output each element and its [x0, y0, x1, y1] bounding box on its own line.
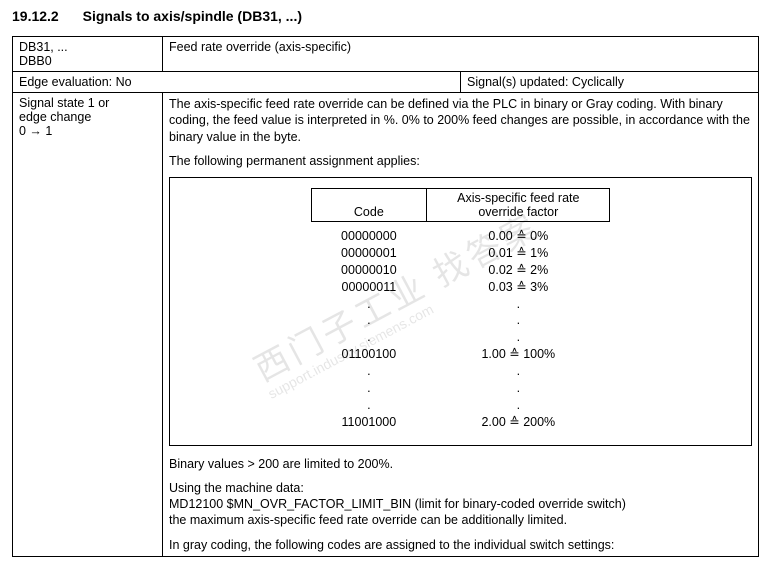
description-para: Using the machine data: MD12100 $MN_OVR_… [169, 480, 752, 529]
table-row: Signal state 1 or edge change 0 → 1 The … [13, 93, 759, 557]
code-row: 00000000 0.00 ≙ 0% [311, 228, 610, 245]
code-row: 11001000 2.00 ≙ 200% [311, 414, 610, 431]
section-title: Signals to axis/spindle (DB31, ...) [83, 8, 302, 24]
factor-col-header-l2: override factor [457, 205, 579, 219]
code-cell: 00000000 [311, 228, 427, 245]
description-para: Binary values > 200 are limited to 200%. [169, 456, 752, 472]
signal-state-line3: 0 → 1 [19, 124, 156, 138]
factor-cell: 2.00 ≙ 200% [427, 414, 610, 431]
vertical-dots: ... [311, 296, 427, 347]
signal-state-line1: Signal state 1 or [19, 96, 156, 110]
vertical-dots: ... [427, 296, 610, 347]
factor-col-header: Axis-specific feed rate override factor [427, 189, 610, 222]
code-row: 01100100 1.00 ≙ 100% [311, 346, 610, 363]
md-note: the maximum axis-specific feed rate over… [169, 513, 567, 527]
factor-cell: 0.01 ≙ 1% [427, 245, 610, 262]
header-left-line2: DBB0 [19, 54, 156, 68]
description-para: The axis-specific feed rate override can… [169, 96, 752, 145]
md-id: MD12100 $MN_OVR_FACTOR_LIMIT_BIN (limit … [169, 497, 626, 511]
code-cell: 01100100 [311, 346, 427, 363]
table-row: Edge evaluation: No Signal(s) updated: C… [13, 72, 759, 93]
code-row: 00000010 0.02 ≙ 2% [311, 262, 610, 279]
code-col-header: Code [311, 189, 427, 222]
code-cell: 00000001 [311, 245, 427, 262]
header-left-cell: DB31, ... DBB0 [13, 37, 163, 72]
code-cell: 00000011 [311, 279, 427, 296]
edge-eval-cell: Edge evaluation: No [13, 72, 461, 93]
code-row: 00000001 0.01 ≙ 1% [311, 245, 610, 262]
code-table: Code Axis-specific feed rate override fa… [311, 188, 611, 431]
ellipsis-row: ... ... [311, 363, 610, 414]
code-table-header-row: Code Axis-specific feed rate override fa… [311, 189, 610, 222]
description-para: The following permanent assignment appli… [169, 153, 752, 169]
signal-state-cell: Signal state 1 or edge change 0 → 1 [13, 93, 163, 557]
vertical-dots: ... [427, 363, 610, 414]
factor-cell: 1.00 ≙ 100% [427, 346, 610, 363]
vertical-dots: ... [311, 363, 427, 414]
ellipsis-row: ... ... [311, 296, 610, 347]
md-intro: Using the machine data: [169, 481, 304, 495]
signal-state-line2: edge change [19, 110, 156, 124]
code-row: 00000011 0.03 ≙ 3% [311, 279, 610, 296]
section-heading: 19.12.2 Signals to axis/spindle (DB31, .… [12, 8, 759, 24]
factor-cell: 0.00 ≙ 0% [427, 228, 610, 245]
description-cell: The axis-specific feed rate override can… [163, 93, 759, 557]
factor-cell: 0.03 ≙ 3% [427, 279, 610, 296]
code-cell: 11001000 [311, 414, 427, 431]
header-title-cell: Feed rate override (axis-specific) [163, 37, 759, 72]
table-header-row: DB31, ... DBB0 Feed rate override (axis-… [13, 37, 759, 72]
header-left-line1: DB31, ... [19, 40, 156, 54]
description-para: In gray coding, the following codes are … [169, 537, 752, 553]
section-number: 19.12.2 [12, 8, 59, 24]
signals-updated-cell: Signal(s) updated: Cyclically [461, 72, 759, 93]
factor-col-header-l1: Axis-specific feed rate [457, 191, 579, 205]
signal-table: DB31, ... DBB0 Feed rate override (axis-… [12, 36, 759, 557]
code-box: Code Axis-specific feed rate override fa… [169, 177, 752, 446]
factor-cell: 0.02 ≙ 2% [427, 262, 610, 279]
code-cell: 00000010 [311, 262, 427, 279]
